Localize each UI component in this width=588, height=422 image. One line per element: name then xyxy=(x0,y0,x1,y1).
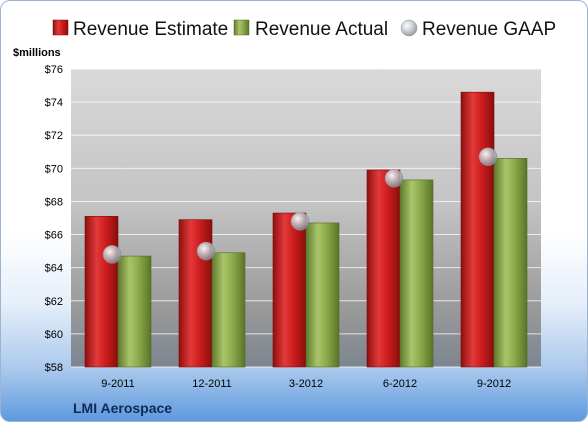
y-tick-label: $62 xyxy=(45,296,63,308)
y-axis-ticks: $58 $60 $62 $64 $66 $68 $70 $72 $74 $76 xyxy=(45,64,63,374)
legend-marker-gaap xyxy=(400,19,418,37)
revenue-actual-bar xyxy=(117,255,152,368)
revenue-gaap-marker xyxy=(384,169,404,188)
revenue-actual-bar xyxy=(305,222,340,368)
legend-label-actual: Revenue Actual xyxy=(255,19,388,40)
revenue-gaap-marker xyxy=(290,212,310,231)
company-name: LMI Aerospace xyxy=(73,400,172,416)
x-tick-label: 9-2012 xyxy=(477,378,511,390)
y-tick-label: $60 xyxy=(45,329,63,341)
y-tick-label: $72 xyxy=(45,130,63,142)
y-tick-label: $64 xyxy=(45,263,63,275)
x-tick-label: 3-2012 xyxy=(289,378,323,390)
revenue-estimate-bar xyxy=(84,216,119,368)
revenue-gaap-marker xyxy=(478,147,498,166)
x-axis-ticks: 9-2011 12-2011 3-2012 6-2012 9-2012 xyxy=(101,378,511,390)
y-tick-label: $76 xyxy=(45,64,63,76)
legend-label-gaap: Revenue GAAP xyxy=(422,19,556,40)
revenue-estimate-bar xyxy=(178,219,213,368)
legend-label-estimate: Revenue Estimate xyxy=(73,19,228,40)
revenue-actual-bar xyxy=(493,158,528,368)
y-tick-label: $68 xyxy=(45,196,63,208)
legend: Revenue Estimate Revenue Actual Revenue … xyxy=(52,19,556,40)
y-tick-label: $70 xyxy=(45,163,63,175)
y-axis-unit: $millions xyxy=(13,47,61,59)
x-tick-label: 12-2011 xyxy=(192,378,232,390)
bars xyxy=(84,91,528,368)
revenue-gaap-marker xyxy=(196,241,216,261)
revenue-estimate-bar xyxy=(460,91,495,368)
revenue-actual-bar xyxy=(399,179,434,368)
revenue-estimate-bar xyxy=(366,169,401,368)
revenue-actual-bar xyxy=(211,252,246,368)
legend-swatch-actual xyxy=(233,19,250,36)
gaap-markers xyxy=(102,147,498,264)
revenue-gaap-marker xyxy=(102,245,122,264)
y-tick-label: $66 xyxy=(45,230,63,242)
revenue-estimate-bar xyxy=(272,212,307,368)
legend-swatch-estimate xyxy=(52,19,69,36)
y-tick-label: $58 xyxy=(45,362,63,374)
x-tick-label: 9-2011 xyxy=(101,378,134,390)
x-tick-label: 6-2012 xyxy=(383,378,417,390)
y-tick-label: $74 xyxy=(45,97,63,109)
